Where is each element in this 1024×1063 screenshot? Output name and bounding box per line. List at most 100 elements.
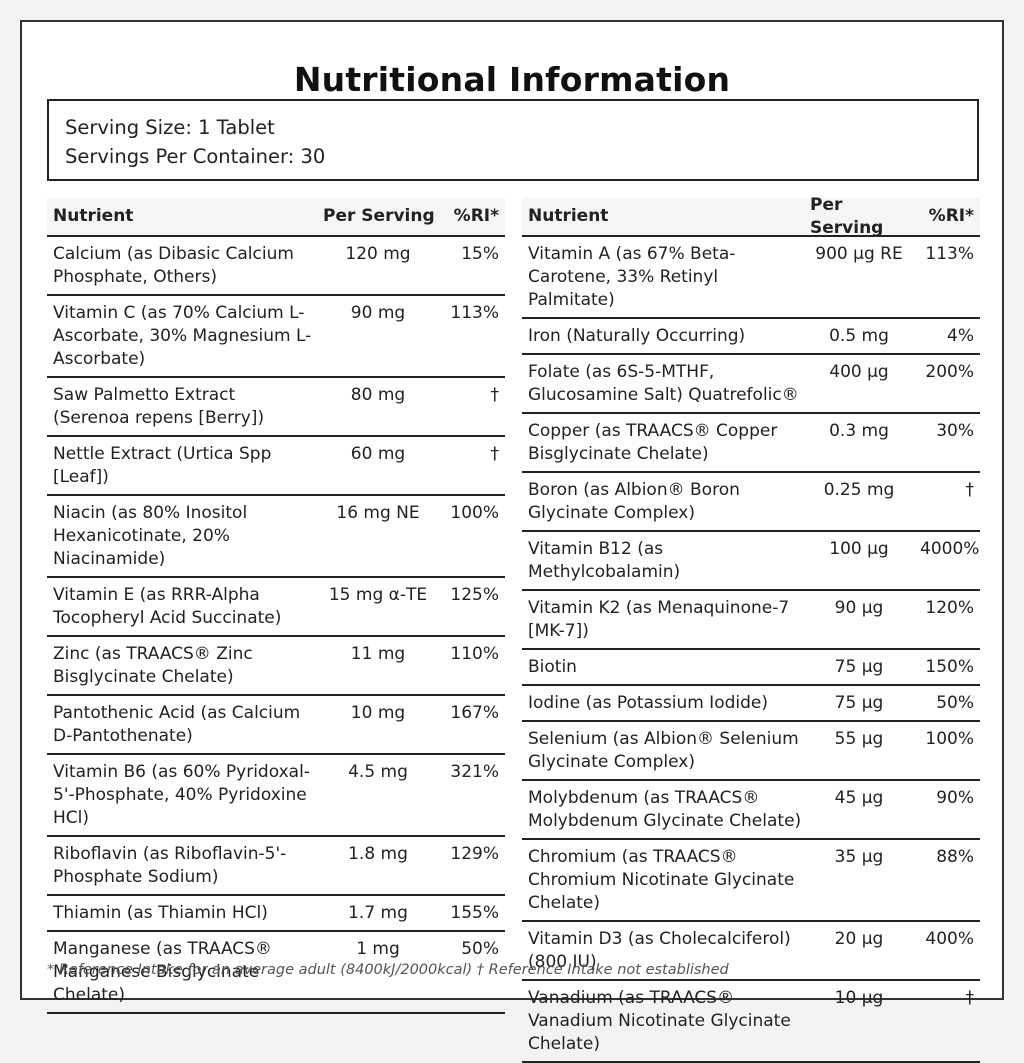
table-row: Iron (Naturally Occurring) 0.5 mg 4%: [522, 319, 980, 355]
ri-percent: 88%: [936, 847, 974, 867]
per-serving-amount: 900 µg RE: [815, 244, 903, 264]
ri-percent: 129%: [450, 844, 499, 864]
nutrient-name: Vitamin B12 (as Methylcobalamin): [528, 539, 681, 582]
serving-info-box: Serving Size: 1 Tablet Servings Per Cont…: [47, 99, 979, 181]
table-row: Vitamin D3 (as Cholecalciferol) (800 IU)…: [522, 922, 980, 981]
per-serving-amount: 15 mg α-TE: [328, 585, 428, 605]
nutrient-name: Manganese (as TRAACS® Manganese Bisglyci…: [53, 939, 272, 1005]
ri-percent: 120%: [925, 598, 974, 618]
table-row: Vitamin B12 (as Methylcobalamin) 100 µg 40…: [522, 532, 980, 591]
table-row: Chromium (as TRAACS® Chromium Nicotinate…: [522, 840, 980, 922]
table-row: Boron (as Albion® Boron Glycinate Comple…: [522, 473, 980, 532]
nutrient-name: Nettle Extract (Urtica Spp [Leaf]): [53, 444, 272, 487]
per-serving-amount: 60 mg: [350, 444, 406, 464]
per-serving-amount: 120 mg: [345, 244, 411, 264]
ri-percent: 167%: [450, 703, 499, 723]
per-serving-amount: 100 µg: [829, 539, 889, 559]
table-row: Biotin 75 µg 150%: [522, 650, 980, 686]
header-nutrient: Nutrient: [528, 206, 609, 226]
nutrient-name: Calcium (as Dibasic Calcium Phosphate, O…: [53, 244, 294, 287]
ri-percent: 50%: [461, 939, 499, 959]
header-per-serving: Per Serving: [323, 206, 435, 226]
nutrient-name: Thiamin (as Thiamin HCl): [53, 903, 268, 923]
per-serving-amount: 90 mg: [350, 303, 406, 323]
ri-percent: †: [490, 385, 500, 405]
table-row: Folate (as 6S-5-MTHF, Glucosamine Salt) …: [522, 355, 980, 414]
ri-percent: 100%: [925, 729, 974, 749]
ri-percent: 30%: [936, 421, 974, 441]
table-body: Calcium (as Dibasic Calcium Phosphate, O…: [47, 237, 505, 1014]
ri-percent: 400%: [925, 929, 974, 949]
per-serving-amount: 80 mg: [350, 385, 406, 405]
footnote: * Reference Intake for an average adult …: [47, 962, 729, 978]
nutrient-name: Vitamin E (as RRR-Alpha Tocopheryl Acid …: [53, 585, 282, 628]
per-serving-amount: 0.25 mg: [823, 480, 895, 500]
nutrient-name: Vitamin B6 (as 60% Pyridoxal-5'-Phosphat…: [53, 762, 310, 828]
nutrient-name: Riboflavin (as Riboflavin-5'-Phosphate S…: [53, 844, 287, 887]
nutrient-name: Folate (as 6S-5-MTHF, Glucosamine Salt) …: [528, 362, 799, 405]
per-serving-amount: 10 µg: [834, 988, 884, 1008]
nutrient-name: Iron (Naturally Occurring): [528, 326, 746, 346]
per-serving-amount: 90 µg: [834, 598, 884, 618]
per-serving-amount: 400 µg: [829, 362, 889, 382]
table-row: Vitamin C (as 70% Calcium L-Ascorbate, 3…: [47, 296, 505, 378]
table-row: Riboflavin (as Riboflavin-5'-Phosphate S…: [47, 837, 505, 896]
header-ri: %RI*: [928, 206, 974, 226]
ri-percent: 321%: [450, 762, 499, 782]
table-header: Nutrient Per Serving %RI*: [47, 198, 505, 237]
table-row: Vitamin B6 (as 60% Pyridoxal-5'-Phosphat…: [47, 755, 505, 837]
per-serving-amount: 0.3 mg: [829, 421, 889, 441]
ri-percent: †: [965, 480, 975, 500]
nutrient-name: Selenium (as Albion® Selenium Glycinate …: [528, 729, 799, 772]
ri-percent: 50%: [936, 693, 974, 713]
servings-per-container: Servings Per Container: 30: [65, 145, 326, 168]
ri-percent: 125%: [450, 585, 499, 605]
nutrient-name: Niacin (as 80% Inositol Hexanicotinate, …: [53, 503, 248, 569]
nutrient-name: Iodine (as Potassium Iodide): [528, 693, 768, 713]
ri-percent: 200%: [925, 362, 974, 382]
table-row: Molybdenum (as TRAACS® Molybdenum Glycin…: [522, 781, 980, 840]
table-row: Copper (as TRAACS® Copper Bisglycinate C…: [522, 414, 980, 473]
table-body: Vitamin A (as 67% Beta-Carotene, 33% Ret…: [522, 237, 980, 1063]
table-row: Vitamin A (as 67% Beta-Carotene, 33% Ret…: [522, 237, 980, 319]
nutrient-name: Boron (as Albion® Boron Glycinate Comple…: [528, 480, 740, 523]
ri-percent: 155%: [450, 903, 499, 923]
per-serving-amount: 55 µg: [834, 729, 884, 749]
table-row: Vitamin E (as RRR-Alpha Tocopheryl Acid …: [47, 578, 505, 637]
ri-percent: 15%: [461, 244, 499, 264]
per-serving-amount: 35 µg: [834, 847, 884, 867]
ri-percent: 100%: [450, 503, 499, 523]
per-serving-amount: 20 µg: [834, 929, 884, 949]
header-per-serving: Per Serving: [810, 194, 884, 238]
per-serving-amount: 1 mg: [356, 939, 400, 959]
nutrient-name: Vitamin D3 (as Cholecalciferol) (800 IU): [528, 929, 791, 972]
per-serving-amount: 75 µg: [834, 693, 884, 713]
ri-percent: †: [965, 988, 975, 1008]
nutrient-name: Biotin: [528, 657, 577, 677]
ri-percent: 4%: [947, 326, 974, 346]
nutrient-name: Pantothenic Acid (as Calcium D-Pantothen…: [53, 703, 301, 746]
table-row: Niacin (as 80% Inositol Hexanicotinate, …: [47, 496, 505, 578]
per-serving-amount: 1.8 mg: [348, 844, 408, 864]
nutrition-panel: Nutritional Information Serving Size: 1 …: [20, 20, 1004, 1063]
nutrient-name: Zinc (as TRAACS® Zinc Bisglycinate Chela…: [53, 644, 253, 687]
table-row: Pantothenic Acid (as Calcium D-Pantothen…: [47, 696, 505, 755]
nutrient-name: Vitamin K2 (as Menaquinone-7 [MK-7]): [528, 598, 790, 641]
per-serving-amount: 10 mg: [350, 703, 406, 723]
ri-percent: 150%: [925, 657, 974, 677]
table-row: Nettle Extract (Urtica Spp [Leaf]) 60 mg †: [47, 437, 505, 496]
nutrient-table-left: Nutrient Per Serving %RI* Calcium (as Di…: [47, 198, 505, 1014]
per-serving-amount: 11 mg: [350, 644, 406, 664]
per-serving-amount: 75 µg: [834, 657, 884, 677]
table-row: Saw Palmetto Extract (Serenoa repens [Be…: [47, 378, 505, 437]
serving-size: Serving Size: 1 Tablet: [65, 116, 275, 139]
nutrient-name: Vitamin C (as 70% Calcium L-Ascorbate, 3…: [53, 303, 312, 369]
nutrient-name: Chromium (as TRAACS® Chromium Nicotinate…: [528, 847, 795, 913]
nutrient-name: Vitamin A (as 67% Beta-Carotene, 33% Ret…: [528, 244, 736, 310]
table-row: Iodine (as Potassium Iodide) 75 µg 50%: [522, 686, 980, 722]
table-header: Nutrient Per Serving %RI*: [522, 195, 980, 238]
ri-percent: 110%: [450, 644, 499, 664]
nutrient-name: Saw Palmetto Extract (Serenoa repens [Be…: [53, 385, 265, 428]
ri-percent: 90%: [936, 788, 974, 808]
ri-percent: 4000%: [920, 539, 980, 559]
